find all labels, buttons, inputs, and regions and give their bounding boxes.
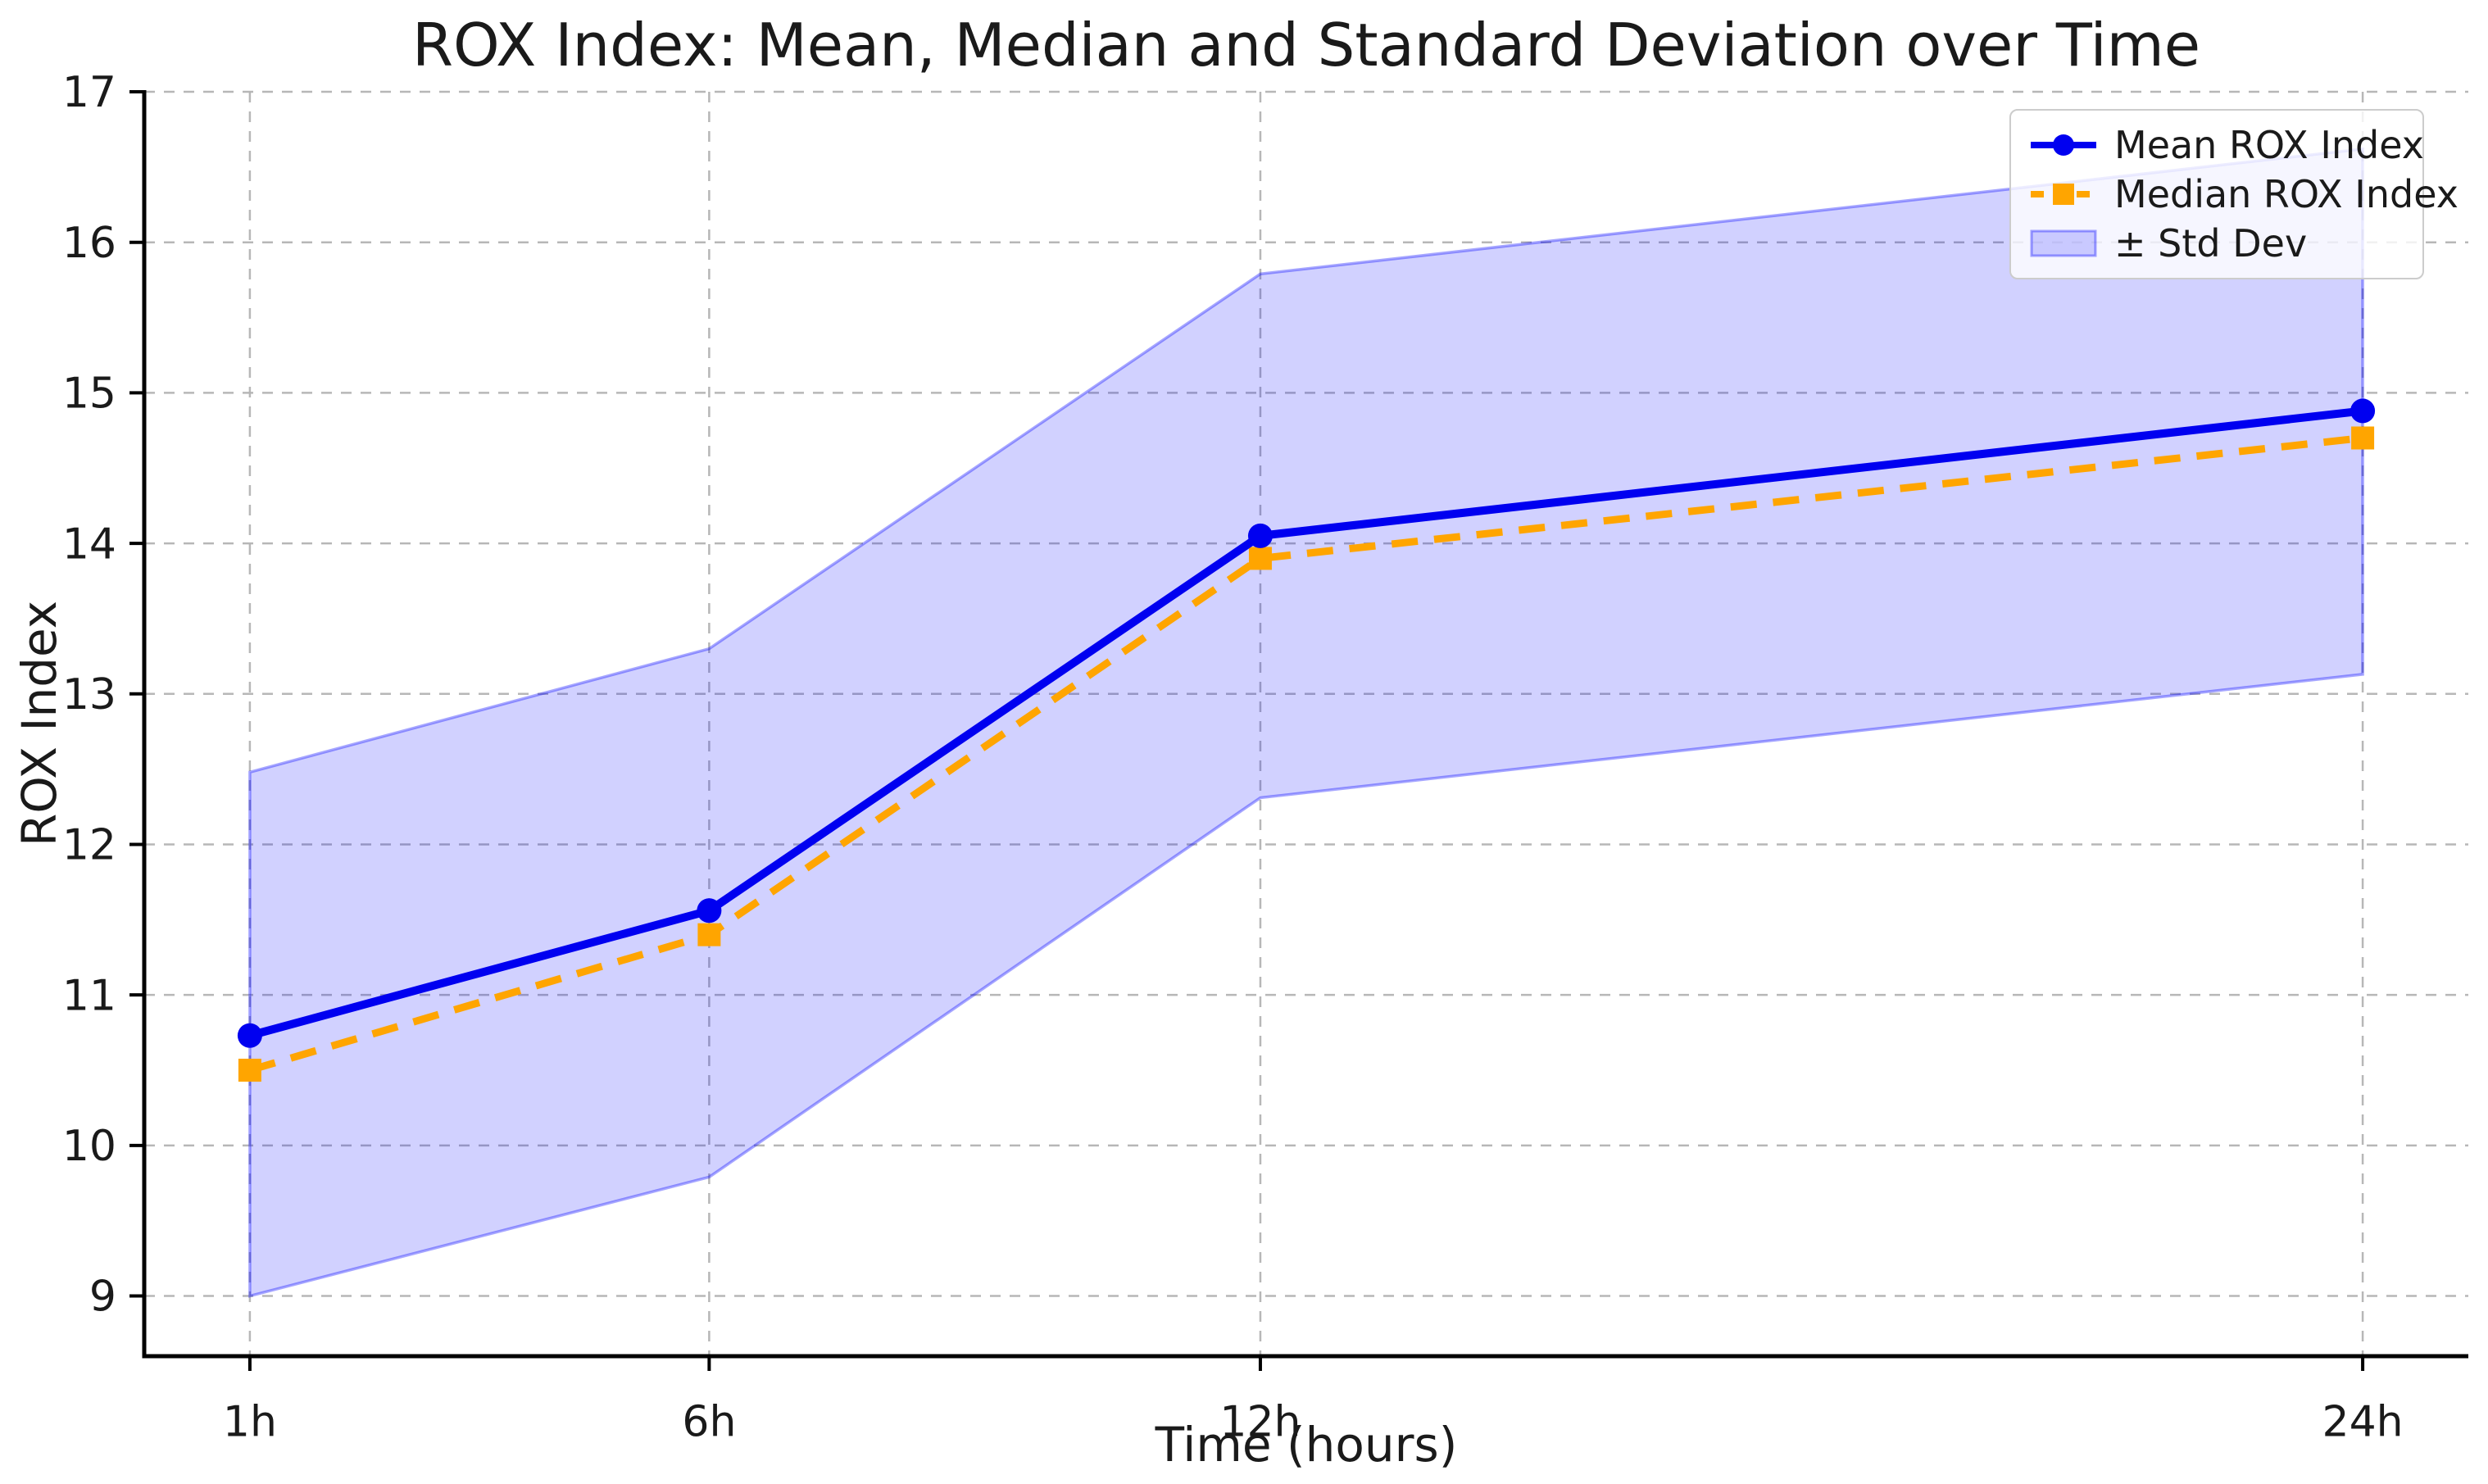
mean-marker [1247, 523, 1273, 548]
y-tick-label: 12 [62, 821, 116, 870]
legend-item-median: Median ROX Index [2029, 170, 2458, 219]
x-tick-label: 12h [1219, 1397, 1301, 1446]
median-marker [2351, 426, 2375, 450]
x-axis-label: Time (hours) [1155, 1417, 1458, 1473]
mean-line [248, 406, 2363, 1040]
median-line [248, 434, 2363, 1074]
legend-label-median: Median ROX Index [2114, 172, 2458, 216]
y-tick-label: 14 [62, 520, 116, 569]
x-tick-label: 1h [223, 1397, 277, 1446]
mean-marker [2350, 398, 2376, 424]
legend-item-stddev: ± Std Dev [2029, 219, 2404, 268]
x-tick-label: 6h [682, 1397, 736, 1446]
x-tick-label: 24h [2322, 1397, 2404, 1446]
mean-marker [237, 1023, 262, 1048]
y-tick-label: 10 [62, 1122, 116, 1171]
mean-marker [697, 898, 722, 924]
y-tick-label: 13 [62, 670, 116, 719]
legend-item-mean: Mean ROX Index [2029, 120, 2424, 170]
mean-line-swatch-icon [2031, 134, 2096, 156]
y-tick-label: 17 [62, 68, 116, 117]
median-line-swatch-icon [2031, 184, 2096, 205]
legend-label-mean: Mean ROX Index [2114, 123, 2424, 167]
std-dev-band [248, 147, 2364, 1298]
legend-label-stddev: ± Std Dev [2114, 221, 2308, 265]
y-tick-label: 16 [62, 219, 116, 268]
y-tick-label: 9 [89, 1273, 116, 1322]
median-marker [1248, 547, 1272, 570]
chart-title: ROX Index: Mean, Median and Standard Dev… [411, 11, 2201, 79]
legend: Mean ROX Index Median ROX Index ± Std De… [2009, 109, 2458, 279]
y-tick-label: 11 [62, 971, 116, 1020]
y-tick-label: 15 [62, 370, 116, 419]
stddev-band-swatch-icon [2030, 229, 2097, 257]
median-marker [238, 1058, 261, 1082]
median-marker [697, 923, 721, 946]
